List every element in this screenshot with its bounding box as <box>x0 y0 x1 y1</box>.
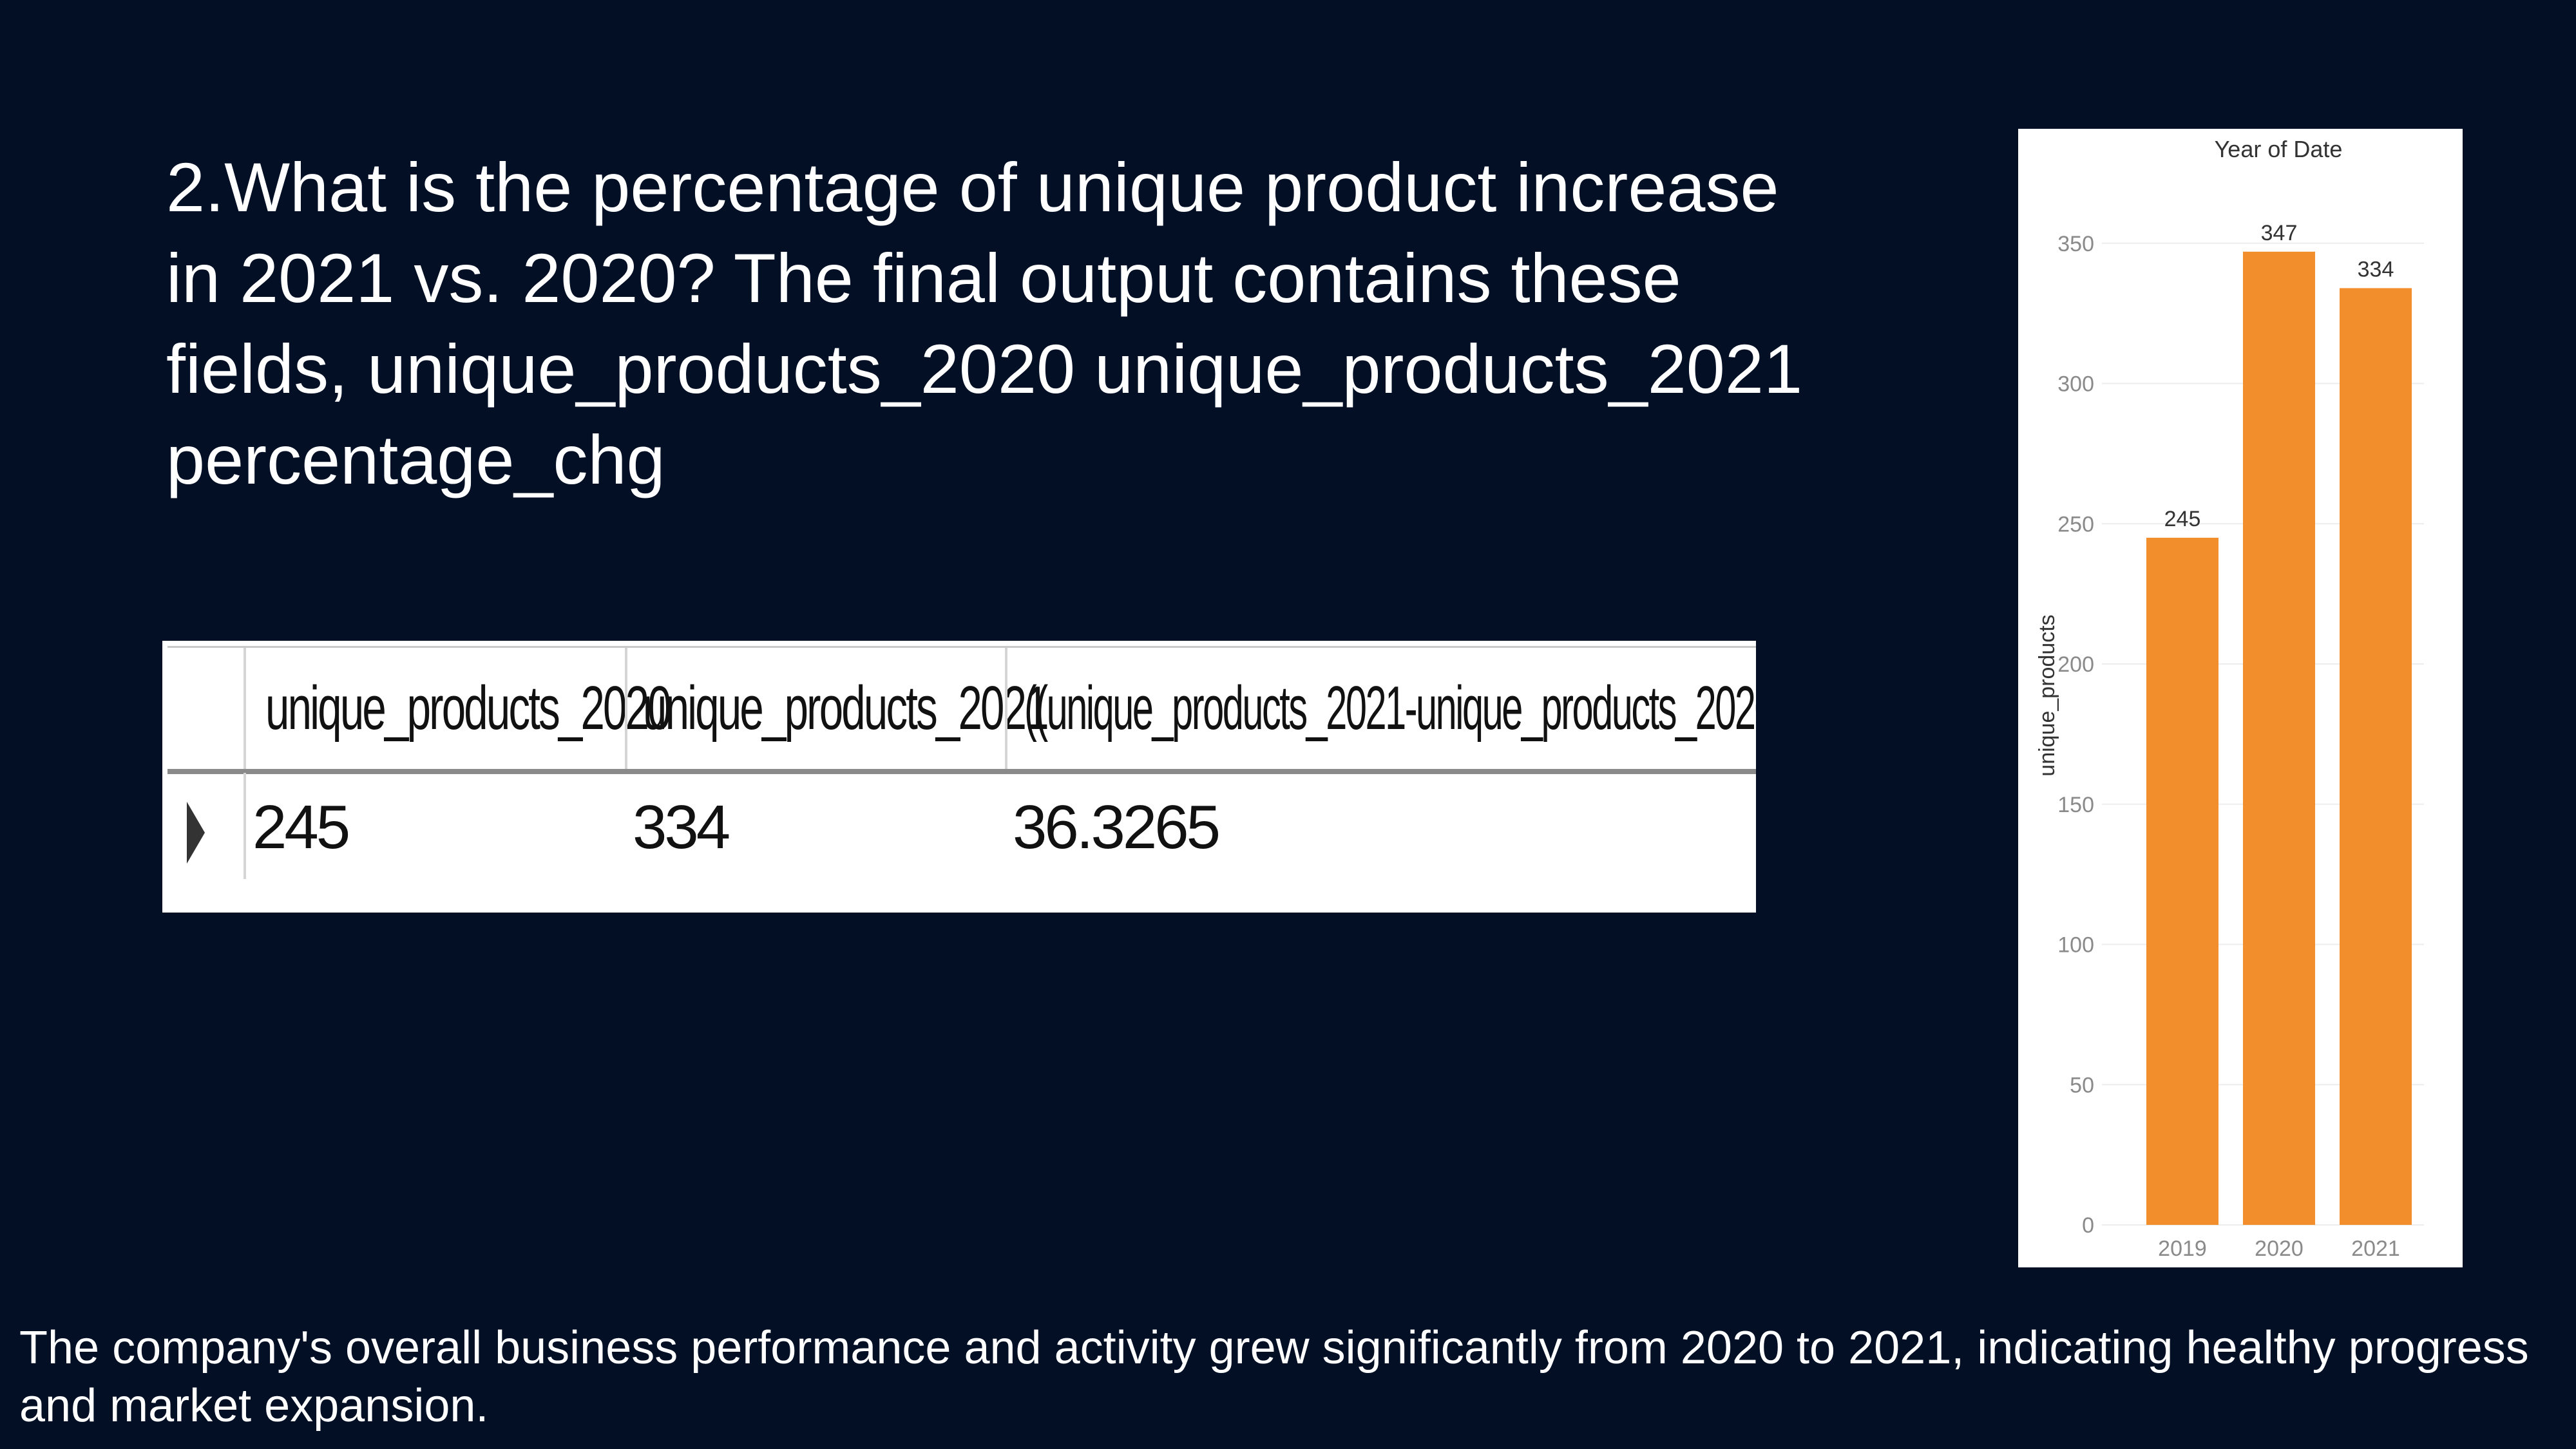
bar-layer: 245 2019 347 2020 334 2021 <box>2146 221 2412 1261</box>
bar-2019[interactable] <box>2146 538 2218 1225</box>
cell-unique-products-2021: 334 <box>633 793 730 862</box>
cell-percentage-chg: 36.3265 <box>1013 793 1221 862</box>
bar-2020[interactable] <box>2243 251 2315 1226</box>
y-axis-label: unique_products <box>2035 614 2059 776</box>
cell-unique-products-2020: 245 <box>253 793 350 862</box>
column-header-unique-products-2021: unique_products_2021 <box>643 674 1049 743</box>
y-tick-label: 50 <box>2070 1073 2094 1097</box>
data-label-2020: 347 <box>2261 221 2298 245</box>
y-tick-label: 100 <box>2057 933 2094 958</box>
header-divider <box>625 648 627 769</box>
question-title: 2.What is the percentage of unique produ… <box>166 148 1803 498</box>
y-tick-label: 200 <box>2057 652 2094 677</box>
bar-2021[interactable] <box>2340 288 2412 1226</box>
row-selector-icon[interactable] <box>187 802 205 864</box>
column-header-unique-products-2020: unique_products_2020 <box>265 674 672 743</box>
result-table-header: unique_products_2020 unique_products_202… <box>167 646 1756 774</box>
data-label-2019: 245 <box>2164 507 2201 531</box>
y-tick-label: 350 <box>2057 232 2094 256</box>
header-divider <box>1005 648 1007 769</box>
unique-products-chart: Year of Date unique_products 0 50 100 150 20… <box>2018 129 2463 1267</box>
y-tick-label: 250 <box>2057 512 2094 536</box>
data-label-2021: 334 <box>2358 257 2394 281</box>
y-tick-label: 150 <box>2057 793 2094 817</box>
x-tick-label-2021: 2021 <box>2351 1236 2400 1261</box>
x-tick-label-2020: 2020 <box>2255 1236 2304 1261</box>
result-table: unique_products_2020 unique_products_202… <box>162 641 1756 913</box>
y-tick-label: 0 <box>2082 1213 2094 1238</box>
chart-svg: Year of Date unique_products 0 50 100 150 20… <box>2035 136 2424 1261</box>
header-divider <box>243 648 246 769</box>
chart-title: Year of Date <box>2215 136 2343 162</box>
summary-caption: The company's overall business performan… <box>19 1322 2529 1432</box>
row-header-divider <box>243 773 246 879</box>
y-tick-label: 300 <box>2057 372 2094 397</box>
column-header-percentage-chg: ((unique_products_2021-unique_products_2… <box>1024 674 1756 743</box>
x-tick-label-2019: 2019 <box>2158 1236 2207 1261</box>
